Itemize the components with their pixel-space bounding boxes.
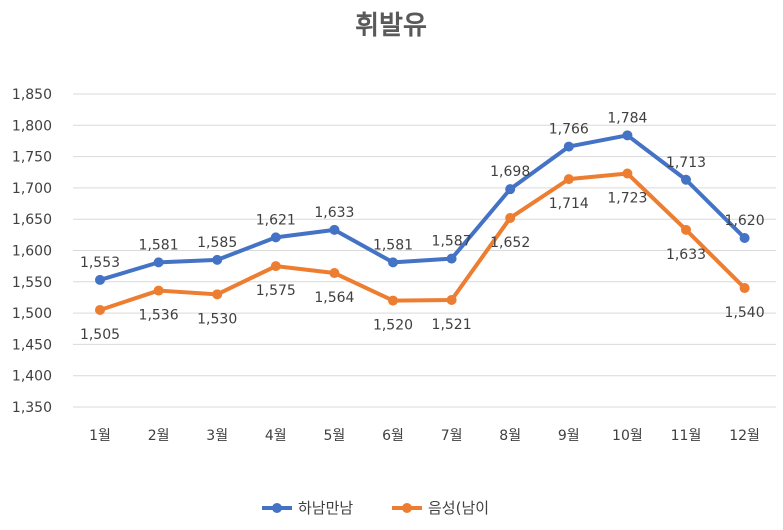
- data-label: 1,530: [197, 311, 237, 327]
- data-point: [505, 212, 516, 223]
- data-point: [681, 224, 691, 235]
- data-label: 1,520: [373, 318, 413, 334]
- data-label: 1,713: [666, 155, 706, 171]
- y-axis-ticks: 1,350 1,400 1,450 1,500 1,550 1,600 1,650 1,700…: [12, 87, 52, 416]
- y-tick-label: 1,750: [12, 150, 52, 166]
- y-tick-label: 1,700: [12, 181, 52, 197]
- data-label: 1,633: [314, 205, 354, 221]
- data-label: 1,540: [725, 305, 765, 321]
- data-point: [329, 224, 340, 235]
- x-tick-label: 9월: [558, 428, 580, 444]
- data-label: 1,766: [549, 122, 589, 138]
- x-tick-label: 4월: [265, 428, 287, 444]
- y-tick-label: 1,500: [12, 306, 52, 322]
- data-point: [739, 232, 750, 243]
- data-label: 1,521: [432, 317, 472, 333]
- data-point: [212, 289, 223, 300]
- x-tick-label: 8월: [499, 428, 521, 444]
- data-label: 1,621: [256, 212, 296, 228]
- data-point: [270, 232, 281, 243]
- data-point: [739, 283, 750, 294]
- data-label: 1,784: [607, 110, 647, 126]
- x-tick-label: 5월: [324, 428, 346, 444]
- data-point: [505, 184, 516, 195]
- x-axis-ticks: 1월 2월 3월 4월 5월 6월 7월 8월 9월 10월 11월 12월: [89, 428, 760, 444]
- series-2: 1,505 1,536 1,530 1,575 1,564 1,520 1,521 1,652…: [80, 168, 765, 343]
- data-label: 1,698: [490, 164, 530, 180]
- chart-title: 휘발유: [355, 11, 427, 41]
- y-tick-label: 1,550: [12, 275, 52, 291]
- data-label: 1,564: [314, 290, 354, 306]
- data-point: [212, 254, 223, 265]
- data-label: 1,585: [197, 235, 237, 251]
- data-point: [681, 174, 691, 185]
- y-tick-label: 1,350: [12, 400, 52, 416]
- data-point: [270, 261, 281, 272]
- data-point: [153, 285, 164, 296]
- data-label: 1,723: [607, 191, 647, 207]
- data-label: 1,652: [490, 235, 530, 251]
- series-lines: 1,553 1,581 1,585 1,621 1,633 1,581 1,587 1,698…: [80, 110, 765, 343]
- y-tick-label: 1,400: [12, 369, 52, 385]
- data-point: [153, 257, 164, 268]
- gridlines: [73, 93, 776, 408]
- data-label: 1,581: [139, 237, 179, 253]
- data-point: [329, 268, 340, 279]
- legend-item: 하남만남: [262, 499, 353, 517]
- legend-label: 하남만남: [298, 499, 353, 517]
- y-tick-label: 1,800: [12, 118, 52, 134]
- data-point: [446, 253, 457, 264]
- data-point: [388, 295, 398, 306]
- data-label: 1,633: [666, 247, 706, 263]
- data-point: [446, 294, 457, 305]
- legend-item: 음성(남이: [392, 499, 489, 517]
- data-point: [622, 130, 633, 141]
- y-tick-label: 1,450: [12, 337, 52, 353]
- x-tick-label: 2월: [148, 428, 170, 444]
- data-point: [95, 274, 105, 285]
- data-point: [563, 174, 574, 185]
- legend: 하남만남 음성(남이: [262, 499, 489, 517]
- data-label: 1,581: [373, 237, 413, 253]
- legend-marker: [272, 503, 282, 513]
- data-point: [388, 257, 398, 268]
- data-point: [622, 168, 633, 179]
- x-tick-label: 7월: [441, 428, 463, 444]
- x-tick-label: 6월: [382, 428, 404, 444]
- y-tick-label: 1,650: [12, 212, 52, 228]
- series-line: [98, 133, 747, 282]
- legend-label: 음성(남이: [428, 499, 489, 517]
- data-label: 1,505: [80, 327, 120, 343]
- legend-marker: [402, 503, 412, 513]
- y-tick-label: 1,850: [12, 87, 52, 103]
- x-tick-label: 1월: [89, 428, 111, 444]
- series-1: 1,553 1,581 1,585 1,621 1,633 1,581 1,587 1,698…: [80, 110, 765, 285]
- data-label: 1,575: [256, 283, 296, 299]
- x-tick-label: 10월: [612, 428, 643, 444]
- series-line: [98, 171, 747, 312]
- data-point: [563, 141, 574, 152]
- data-point: [95, 304, 105, 315]
- data-label: 1,620: [725, 213, 765, 229]
- y-tick-label: 1,600: [12, 244, 52, 260]
- x-tick-label: 12월: [729, 428, 760, 444]
- data-label: 1,536: [139, 308, 179, 324]
- x-tick-label: 11월: [671, 428, 702, 444]
- data-label: 1,553: [80, 255, 120, 271]
- x-tick-label: 3월: [206, 428, 228, 444]
- data-label: 1,714: [549, 196, 589, 212]
- data-label: 1,587: [432, 234, 472, 250]
